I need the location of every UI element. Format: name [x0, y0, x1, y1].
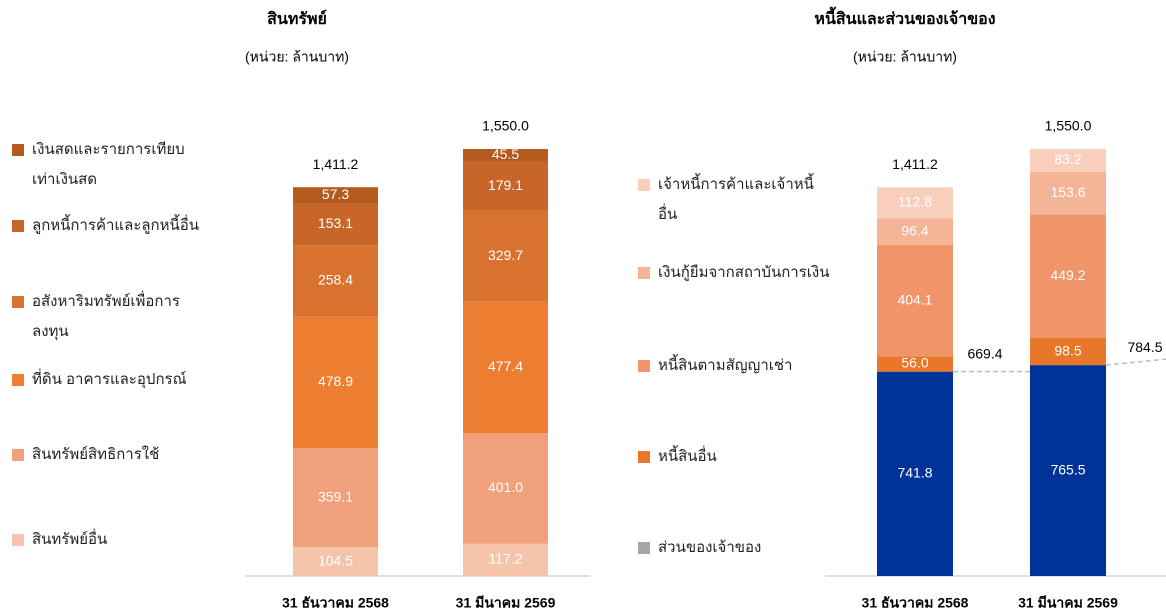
bar-segment — [1030, 337, 1106, 366]
legend-label: เงินกู้ยืมจากสถาบันการเงิน — [658, 264, 830, 281]
legend-item: สินทรัพย์สิทธิการใช้ — [12, 440, 207, 470]
bar-segment — [293, 245, 378, 317]
value-label: 83.2 — [1054, 151, 1081, 167]
legend-swatch — [638, 451, 650, 463]
bar-segment — [1030, 365, 1106, 576]
legend-label: เจ้าหนี้การค้าและเจ้าหนี้อื่น — [658, 176, 814, 223]
legend-item: เงินกู้ยืมจากสถาบันการเงิน — [638, 258, 833, 288]
legend-label: ที่ดิน อาคารและอุปกรณ์ — [32, 371, 187, 388]
total-label: 1,550.0 — [1045, 118, 1092, 134]
legend-item: ลูกหนี้การค้าและลูกหนี้อื่น — [12, 211, 207, 241]
legend-label: หนี้สินตามสัญญาเช่า — [658, 357, 793, 374]
value-label: 258.4 — [318, 271, 353, 287]
total-label: 1,550.0 — [482, 118, 529, 134]
bar-segment — [463, 301, 548, 434]
liability-total-label: 669.4 — [967, 345, 1002, 361]
bar-segment — [293, 202, 378, 246]
legend-swatch — [12, 296, 24, 308]
value-label: 477.4 — [488, 358, 523, 374]
legend-swatch — [12, 220, 24, 232]
bar-segment — [877, 218, 953, 245]
value-label: 765.5 — [1050, 461, 1085, 477]
value-label: 329.7 — [488, 247, 523, 263]
legend-item: หนี้สินอื่น — [638, 442, 833, 472]
bar-segment — [463, 161, 548, 211]
legend-swatch — [638, 360, 650, 372]
legend-item: สินทรัพย์อื่น — [12, 525, 207, 555]
legend-label: หนี้สินอื่น — [658, 448, 717, 465]
value-label: 45.5 — [492, 146, 519, 162]
legend-swatch — [12, 449, 24, 461]
bar-segment — [877, 187, 953, 219]
legend-swatch — [12, 374, 24, 386]
value-label: 741.8 — [897, 465, 932, 481]
value-label: 56.0 — [901, 355, 928, 371]
bar-segment — [1030, 171, 1106, 215]
category-label: 31 ธันวาคม 2568 — [862, 595, 969, 611]
value-label: 153.1 — [318, 215, 353, 231]
legend-label: เงินสดและรายการเทียบเท่าเงินสด — [32, 141, 185, 188]
bar-segment — [1030, 149, 1106, 172]
bar-segment — [1030, 214, 1106, 338]
bar-segment — [877, 356, 953, 372]
value-label: 112.8 — [898, 194, 932, 210]
value-label: 359.1 — [318, 488, 353, 504]
liability-divider — [1105, 358, 1166, 366]
legend-swatch — [12, 534, 24, 546]
chart-title: หนี้สินและส่วนของเจ้าของ — [814, 6, 995, 28]
bar-segment — [877, 244, 953, 357]
value-label: 98.5 — [1054, 342, 1081, 358]
chart-title: สินทรัพย์ — [267, 9, 327, 28]
liability-total-label: 784.5 — [1127, 339, 1162, 355]
value-label: 104.5 — [318, 552, 353, 568]
legend-label: ส่วนของเจ้าของ — [658, 539, 762, 556]
chart-subtitle: (หน่วย: ล้านบาท) — [245, 49, 349, 65]
total-label: 1,411.2 — [313, 156, 359, 172]
legend-label: สินทรัพย์อื่น — [32, 531, 108, 548]
bar-segment — [877, 371, 953, 576]
category-label: 31 มีนาคม 2569 — [456, 595, 556, 611]
value-label: 404.1 — [897, 291, 932, 307]
value-label: 449.2 — [1050, 267, 1085, 283]
category-label: 31 ธันวาคม 2568 — [282, 595, 389, 611]
legend-item: เงินสดและรายการเทียบเท่าเงินสด — [12, 135, 207, 195]
bar-segment — [293, 547, 378, 576]
bar-segment — [463, 543, 548, 576]
value-label: 57.3 — [322, 186, 349, 202]
total-label: 1,411.2 — [892, 156, 938, 172]
legend-item: ที่ดิน อาคารและอุปกรณ์ — [12, 365, 207, 395]
bar-segment — [463, 210, 548, 302]
legend-item: ส่วนของเจ้าของ — [638, 533, 833, 563]
value-label: 478.9 — [318, 373, 353, 389]
chart-subtitle: (หน่วย: ล้านบาท) — [853, 49, 957, 65]
legend-item: อสังหาริมทรัพย์เพื่อการลงทุน — [12, 287, 207, 347]
bar-segment — [293, 316, 378, 449]
category-label: 31 มีนาคม 2569 — [1018, 595, 1118, 611]
legend-swatch — [638, 267, 650, 279]
value-label: 153.6 — [1050, 184, 1085, 200]
value-label: 179.1 — [488, 177, 523, 193]
legend-swatch — [12, 144, 24, 156]
legend-item: หนี้สินตามสัญญาเช่า — [638, 351, 833, 381]
legend-label: ลูกหนี้การค้าและลูกหนี้อื่น — [32, 217, 200, 234]
value-label: 117.2 — [489, 551, 523, 567]
bar-segment — [293, 187, 378, 203]
legend-label: สินทรัพย์สิทธิการใช้ — [32, 446, 160, 463]
value-label: 96.4 — [901, 222, 928, 238]
legend-swatch — [638, 179, 650, 191]
bar-segment — [293, 448, 378, 548]
bar-segment — [463, 433, 548, 544]
bar-segment — [463, 149, 548, 162]
value-label: 401.0 — [488, 479, 523, 495]
legend-item: เจ้าหนี้การค้าและเจ้าหนี้อื่น — [638, 170, 833, 230]
legend-swatch — [638, 542, 650, 554]
legend-label: อสังหาริมทรัพย์เพื่อการลงทุน — [32, 293, 180, 340]
